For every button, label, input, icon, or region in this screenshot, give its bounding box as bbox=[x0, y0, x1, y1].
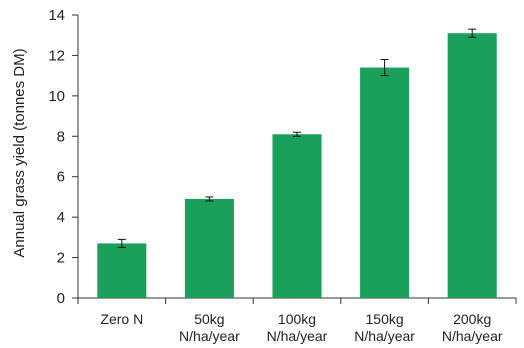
x-tick-label: Zero N bbox=[100, 311, 143, 327]
bar bbox=[447, 33, 497, 298]
x-axis: Zero N 50kgN/ha/year100kgN/ha/year150kgN/… bbox=[77, 297, 517, 344]
x-tick-label: 150kg bbox=[366, 311, 404, 327]
bar bbox=[97, 243, 147, 298]
bars bbox=[97, 33, 497, 298]
error-bars bbox=[117, 28, 477, 248]
y-tick-label: 8 bbox=[57, 128, 65, 145]
x-tick-label: N/ha/year bbox=[354, 328, 415, 344]
y-tick-label: 6 bbox=[57, 169, 65, 186]
y-tick-label: 2 bbox=[57, 250, 65, 267]
x-tick-label: N/ha/year bbox=[267, 328, 328, 344]
y-tick-label: 10 bbox=[48, 88, 65, 105]
y-axis: 0 2 4 6 8 10 12 14 bbox=[48, 7, 79, 307]
bar bbox=[272, 134, 322, 298]
x-tick-label: N/ha/year bbox=[442, 328, 503, 344]
bar bbox=[360, 67, 410, 298]
bar bbox=[184, 198, 234, 298]
y-tick-label: 0 bbox=[57, 290, 65, 307]
y-axis-title: Annual grass yield (tonnes DM) bbox=[11, 48, 28, 257]
x-tick-label: 200kg bbox=[453, 311, 491, 327]
x-tick-label: 100kg bbox=[278, 311, 316, 327]
y-tick-label: 14 bbox=[48, 7, 65, 24]
y-tick-label: 12 bbox=[48, 47, 65, 64]
y-tick-label: 4 bbox=[57, 209, 65, 226]
x-tick-label: 50kg bbox=[194, 311, 224, 327]
x-tick-label: N/ha/year bbox=[179, 328, 240, 344]
